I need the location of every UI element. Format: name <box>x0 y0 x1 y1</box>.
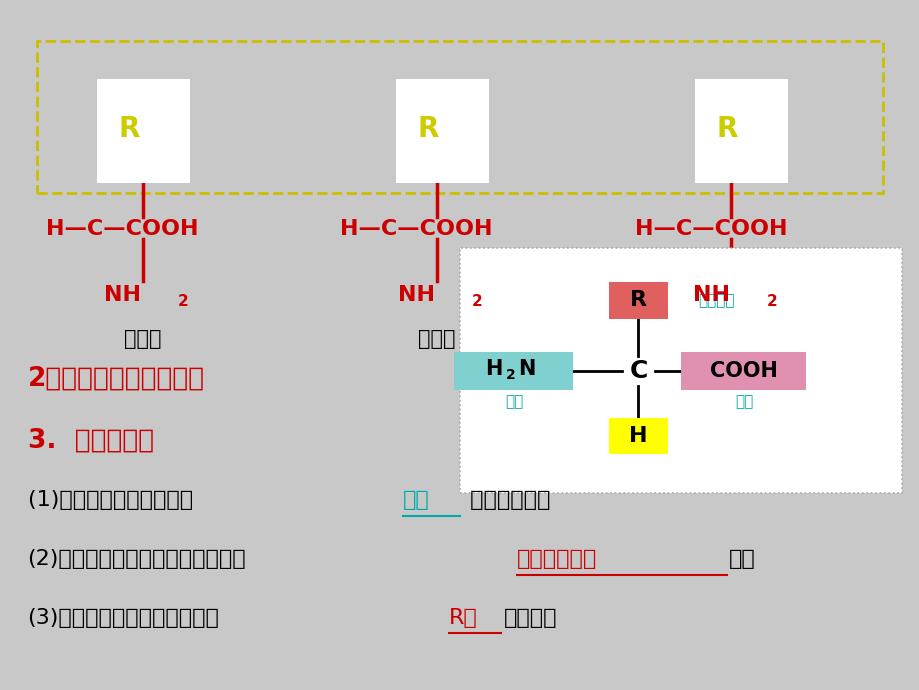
Text: 氨基: 氨基 <box>403 491 429 510</box>
FancyBboxPatch shape <box>395 79 489 183</box>
Text: NH: NH <box>692 286 729 305</box>
FancyBboxPatch shape <box>96 79 190 183</box>
Text: R: R <box>118 115 140 143</box>
FancyBboxPatch shape <box>460 248 901 493</box>
Text: 氨基: 氨基 <box>505 395 523 409</box>
FancyBboxPatch shape <box>608 418 667 455</box>
Text: COOH: COOH <box>709 361 777 381</box>
Text: R: R <box>416 115 438 143</box>
Text: 和一个羧基；: 和一个羧基； <box>462 491 550 510</box>
Text: 同一个碳原子: 同一个碳原子 <box>516 549 596 569</box>
FancyBboxPatch shape <box>680 352 805 391</box>
Text: R: R <box>630 290 646 310</box>
Text: 甘氨酸: 甘氨酸 <box>124 330 161 349</box>
Text: C: C <box>629 359 647 383</box>
Text: NH: NH <box>398 286 435 305</box>
Text: R基: R基 <box>448 608 477 627</box>
Text: H: H <box>485 359 502 379</box>
Text: 侧链基团: 侧链基团 <box>698 293 734 308</box>
Text: (1)每个氨基酸至少有一个: (1)每个氨基酸至少有一个 <box>28 491 199 510</box>
Text: 2: 2 <box>471 294 482 309</box>
Text: 2: 2 <box>766 294 777 309</box>
Text: 羧基: 羧基 <box>734 395 753 409</box>
Text: (2)都有一个氨基和一个羧基连接在: (2)都有一个氨基和一个羧基连接在 <box>28 549 246 569</box>
Text: NH: NH <box>104 286 141 305</box>
Text: N: N <box>518 359 535 379</box>
Text: H: H <box>629 426 647 446</box>
Text: 丙氨酸: 丙氨酸 <box>418 330 455 349</box>
Text: 半胱氨酸: 半胱氨酸 <box>706 330 755 349</box>
FancyBboxPatch shape <box>453 352 573 391</box>
Text: 2: 2 <box>505 368 515 382</box>
Text: (3)各种氨基酸之间的区别在于: (3)各种氨基酸之间的区别在于 <box>28 608 220 627</box>
Text: 3.  结构特点：: 3. 结构特点： <box>28 427 153 453</box>
Text: H—C—COOH: H—C—COOH <box>340 219 493 239</box>
Text: 2、氨基酸的结构通式：: 2、氨基酸的结构通式： <box>28 365 205 391</box>
Text: 上；: 上； <box>728 549 754 569</box>
Text: R: R <box>715 115 737 143</box>
Text: H—C—COOH: H—C—COOH <box>46 219 199 239</box>
Text: H—C—COOH: H—C—COOH <box>634 219 787 239</box>
Text: 2: 2 <box>177 294 188 309</box>
FancyBboxPatch shape <box>608 282 667 319</box>
Text: 的不同。: 的不同。 <box>504 608 557 627</box>
FancyBboxPatch shape <box>694 79 788 183</box>
